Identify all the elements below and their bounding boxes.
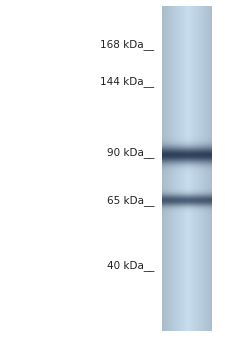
Text: 168 kDa__: 168 kDa__ — [100, 39, 154, 50]
Text: 40 kDa__: 40 kDa__ — [107, 260, 154, 271]
Text: 90 kDa__: 90 kDa__ — [107, 147, 154, 158]
Text: 65 kDa__: 65 kDa__ — [107, 195, 154, 206]
Text: 144 kDa__: 144 kDa__ — [100, 76, 154, 87]
